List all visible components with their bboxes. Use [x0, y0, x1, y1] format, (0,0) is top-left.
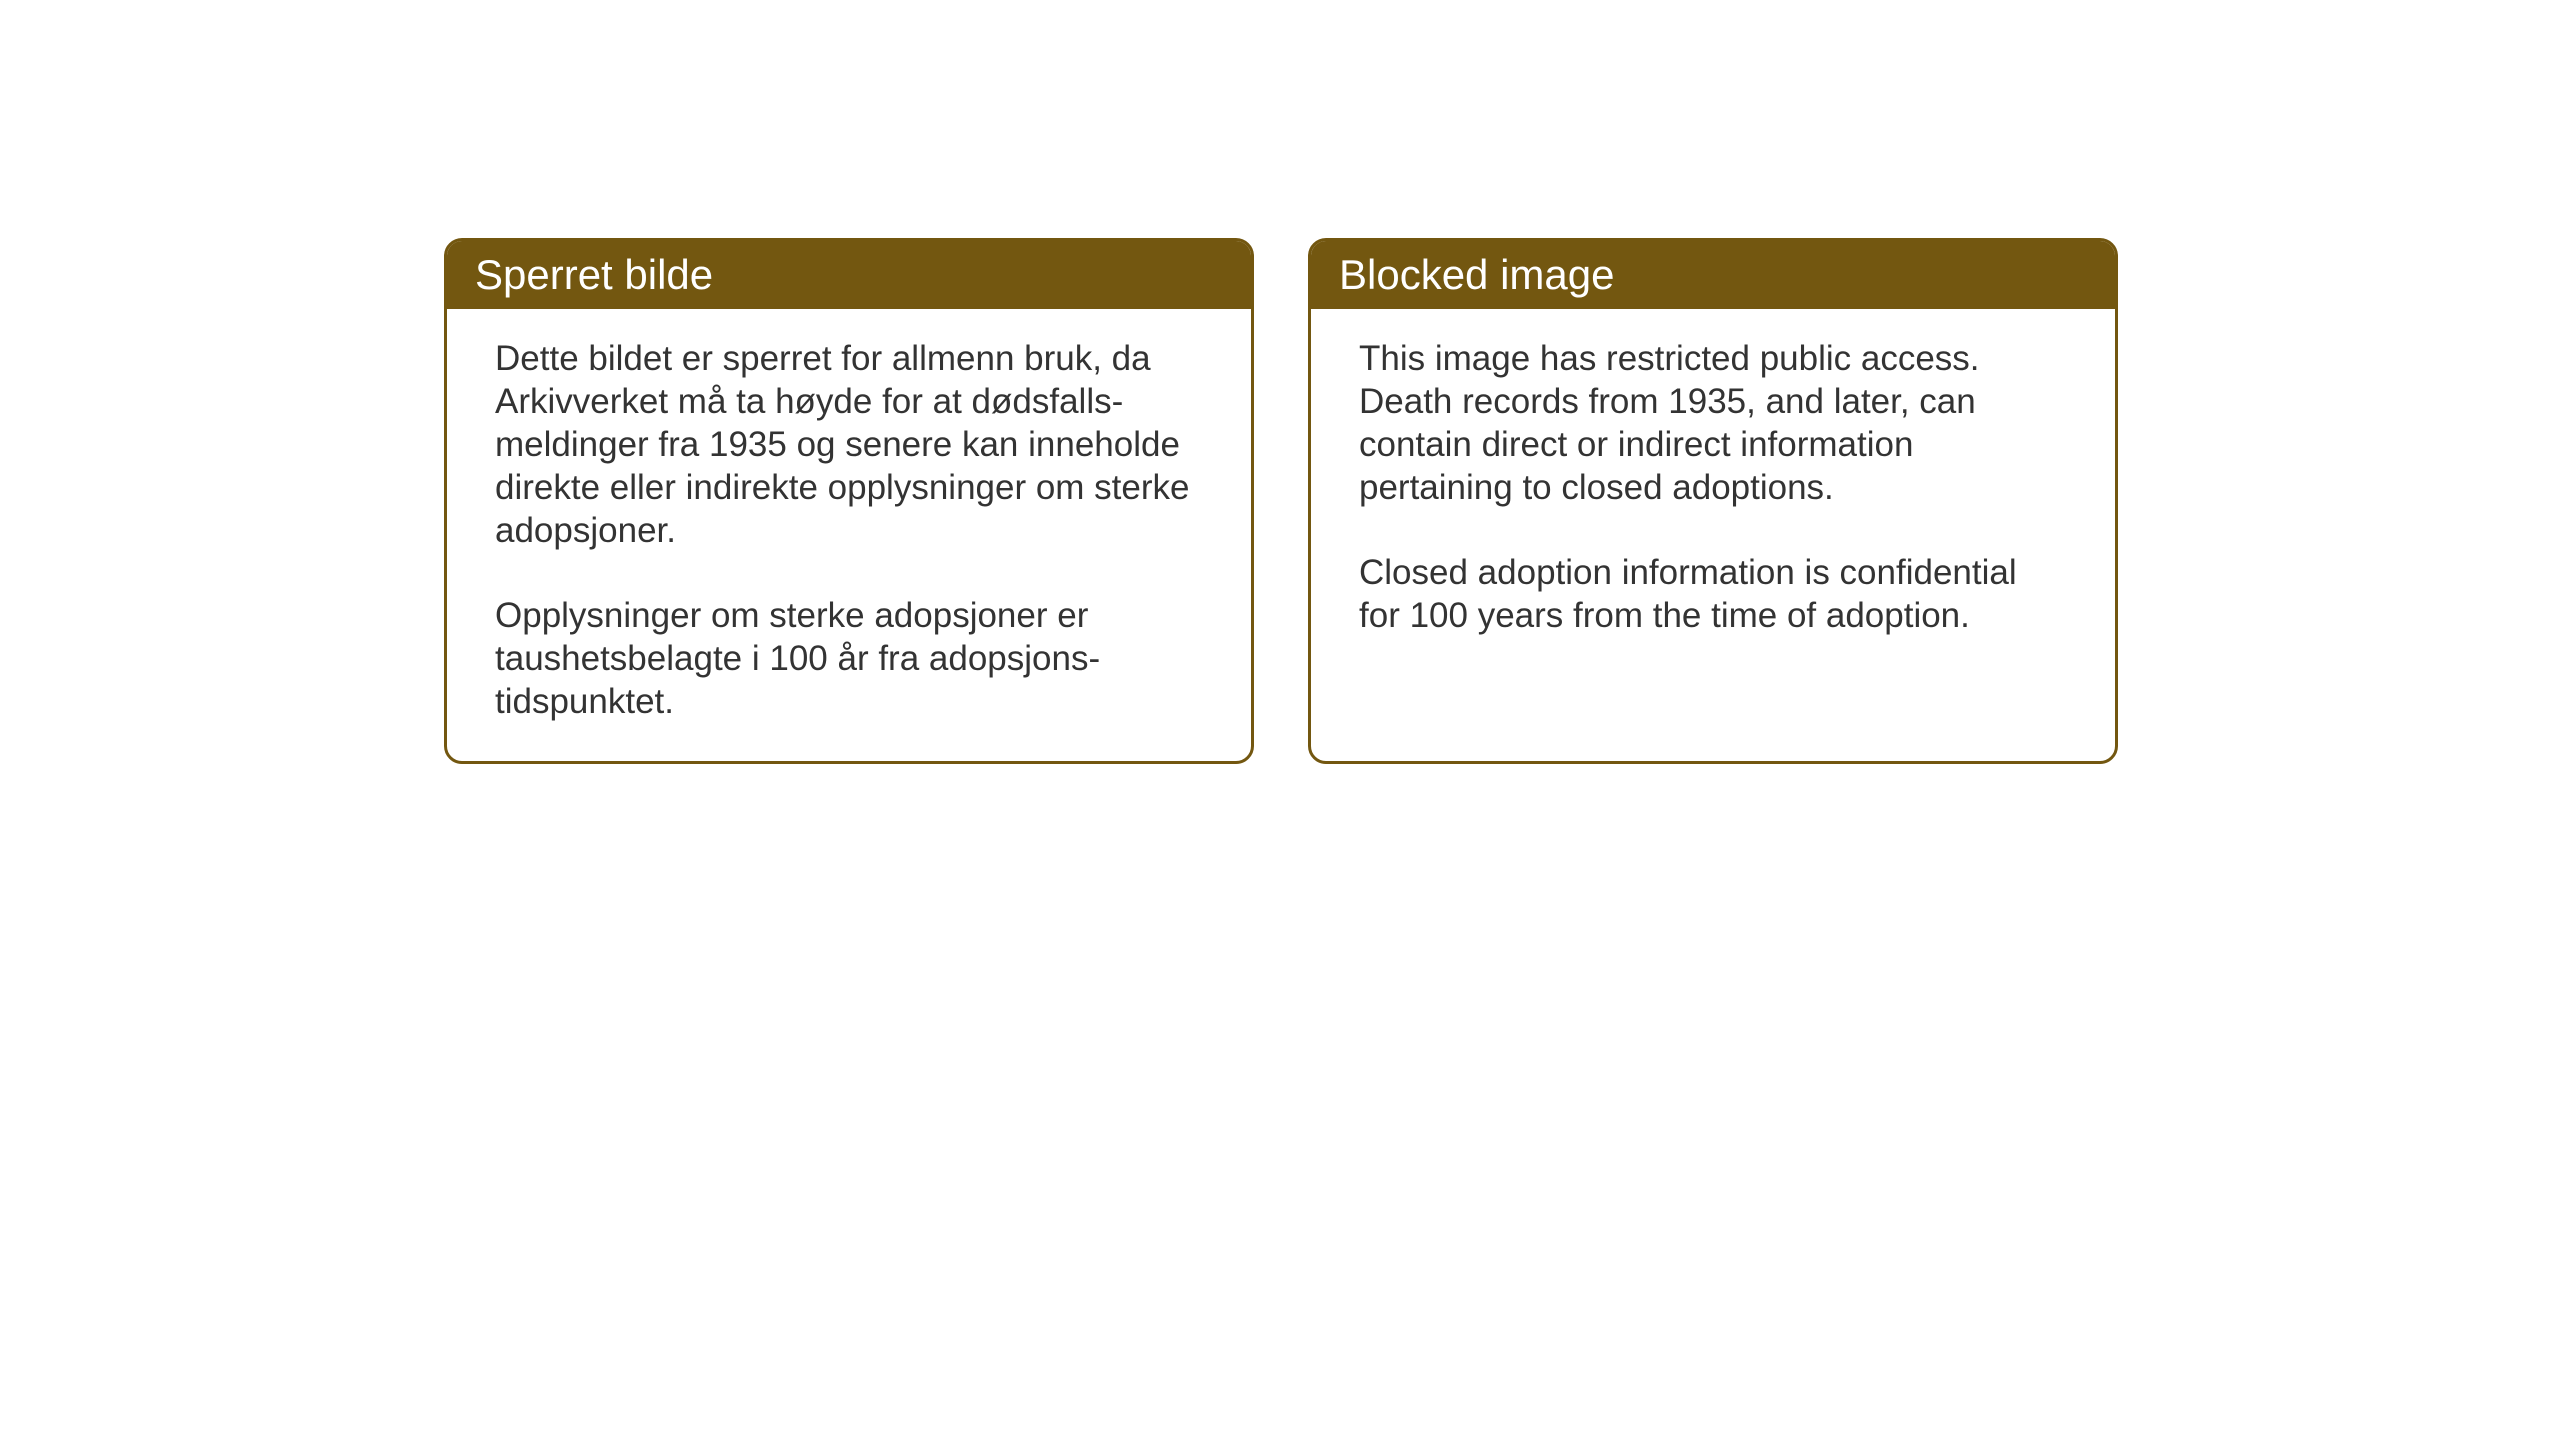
message-box-english: Blocked image This image has restricted …: [1308, 238, 2118, 764]
message-paragraph-1-norwegian: Dette bildet er sperret for allmenn bruk…: [495, 337, 1203, 552]
message-container: Sperret bilde Dette bildet er sperret fo…: [444, 238, 2118, 764]
message-body-english: This image has restricted public access.…: [1311, 309, 2115, 757]
message-box-norwegian: Sperret bilde Dette bildet er sperret fo…: [444, 238, 1254, 764]
message-title-english: Blocked image: [1339, 251, 1614, 298]
message-paragraph-2-english: Closed adoption information is confident…: [1359, 551, 2067, 637]
message-paragraph-1-english: This image has restricted public access.…: [1359, 337, 2067, 509]
message-header-english: Blocked image: [1311, 241, 2115, 309]
message-header-norwegian: Sperret bilde: [447, 241, 1251, 309]
message-paragraph-2-norwegian: Opplysninger om sterke adopsjoner er tau…: [495, 594, 1203, 723]
message-title-norwegian: Sperret bilde: [475, 251, 713, 298]
message-body-norwegian: Dette bildet er sperret for allmenn bruk…: [447, 309, 1251, 761]
